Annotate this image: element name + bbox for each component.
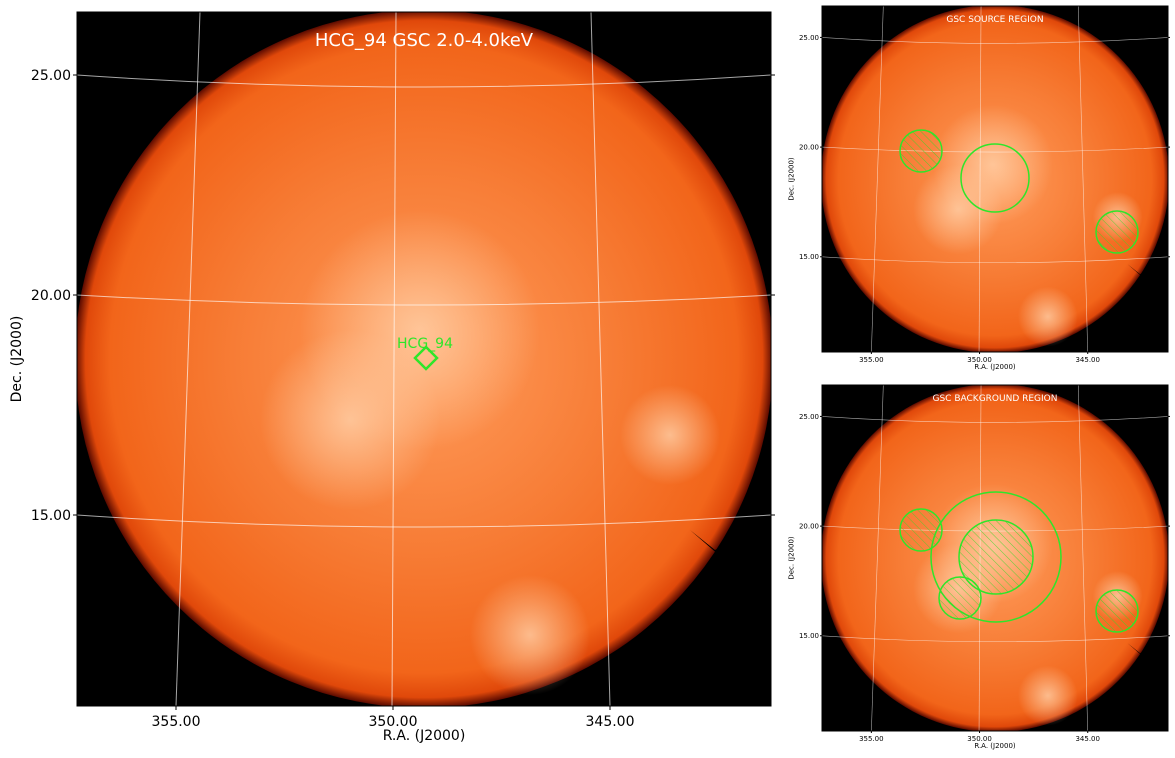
x-tick-label: 350.00 [369, 714, 418, 730]
image [77, 12, 771, 706]
grid-line [175, 12, 201, 706]
target-label: HCG_94 [397, 336, 453, 352]
y-axis-label: Dec. (J2000) [9, 316, 25, 403]
x-tick-label: 355.00 [859, 356, 884, 364]
x-tick-label: 345.00 [1075, 356, 1100, 364]
y-tick-label: 20.00 [799, 523, 819, 531]
diffuse-emission [300, 210, 540, 450]
region [1095, 210, 1139, 254]
grid-line [391, 12, 397, 706]
region [958, 519, 1034, 595]
y-axis-label: Dec. (J2000) [787, 157, 795, 201]
region-hatch [939, 577, 981, 619]
image-panel: 25.00 20.00 15.00 355.00 350.00 345.00 R.A. (J… [787, 5, 1170, 371]
grid-line [978, 6, 982, 352]
region-hatch [900, 130, 942, 172]
region [938, 576, 982, 620]
panel-title: GSC BACKGROUND REGION [933, 394, 1058, 404]
image [822, 6, 1168, 352]
x-tick-label: 355.00 [859, 735, 884, 743]
frame [821, 5, 1169, 353]
region [899, 508, 943, 552]
region-hatch [1096, 211, 1138, 253]
diffuse-emission [470, 575, 590, 695]
region [930, 491, 1062, 623]
x-tick-label: 345.00 [586, 714, 635, 730]
diffuse-emission [933, 104, 1053, 225]
y-tick-label: 25.00 [799, 413, 819, 421]
grid-line [77, 294, 771, 306]
disk-notch [1127, 259, 1168, 300]
grid-line [822, 256, 1168, 264]
region-hatch [1096, 590, 1138, 632]
y-tick-label: 25.00 [799, 34, 819, 42]
region [960, 143, 1030, 213]
grid-line [1077, 6, 1089, 352]
region-hatch [959, 520, 1033, 594]
y-tick-label: 20.00 [31, 288, 71, 304]
x-tick-label: 345.00 [1075, 735, 1100, 743]
grid-line [822, 416, 1168, 423]
x-axis-label: R.A. (J2000) [974, 363, 1016, 371]
grid-line [77, 514, 771, 528]
region [899, 129, 943, 173]
grid-line [871, 6, 884, 352]
panel-title: HCG_94 GSC 2.0-4.0keV [315, 30, 534, 51]
grid-line [1077, 385, 1089, 731]
x-tick-label: 355.00 [152, 714, 201, 730]
image-panel: 25.00 20.00 15.00 355.00 350.00 345.00 R.A. (J… [787, 384, 1170, 750]
y-tick-label: 25.00 [31, 68, 71, 84]
grid-line [822, 635, 1168, 643]
y-tick-label: 15.00 [799, 253, 819, 261]
y-tick-label: 20.00 [799, 144, 819, 152]
y-tick-label: 15.00 [799, 632, 819, 640]
grid-line [590, 12, 611, 706]
frame [821, 384, 1169, 732]
diffuse-emission [620, 385, 720, 485]
grid-line [822, 146, 1168, 153]
target-marker [413, 345, 439, 371]
image-panel: 25.00 20.00 15.00 355.00 350.00 345.00 R.A. (J… [9, 11, 775, 744]
x-axis-label: R.A. (J2000) [383, 728, 466, 744]
x-axis-label: R.A. (J2000) [974, 742, 1016, 750]
frame [76, 11, 772, 707]
grid-line [822, 37, 1168, 44]
grid-line [871, 385, 884, 731]
region-hatch [900, 509, 942, 551]
panel-title: GSC SOURCE REGION [946, 15, 1043, 25]
diffuse-emission [1017, 286, 1078, 347]
x-tick-label: 350.00 [967, 356, 992, 364]
disk-notch [1127, 638, 1168, 679]
disk-notch [690, 520, 771, 600]
grid-line [77, 74, 771, 88]
x-tick-label: 350.00 [967, 735, 992, 743]
y-tick-label: 15.00 [31, 508, 71, 524]
y-axis-label: Dec. (J2000) [787, 536, 795, 580]
region [1095, 589, 1139, 633]
diffuse-emission [1017, 665, 1078, 726]
